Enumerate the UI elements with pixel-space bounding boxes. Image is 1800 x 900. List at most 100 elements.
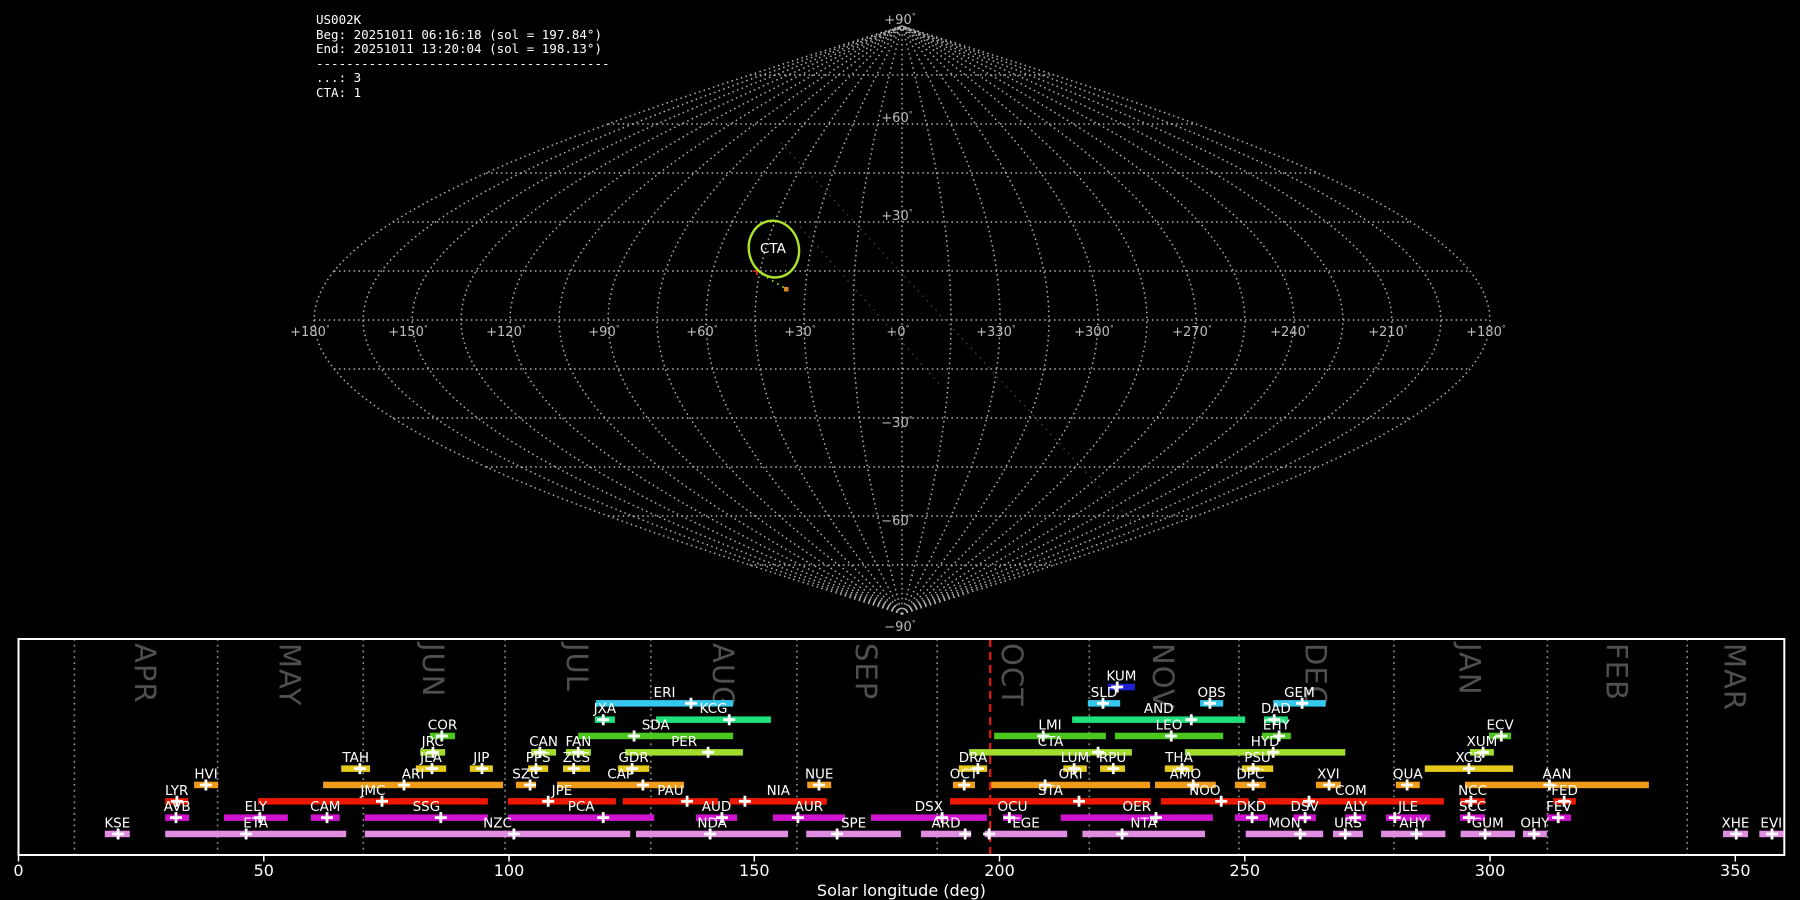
shower-label: THA [1164, 750, 1193, 766]
shower-label: EHY [1263, 718, 1291, 734]
shower-label: LEO [1156, 718, 1183, 734]
shower-JXA: JXA [593, 701, 617, 726]
observation-summary: US002K Beg: 20251011 06:16:18 (sol = 197… [316, 12, 610, 100]
shower-label: ARD [931, 816, 960, 832]
shower-label: OBS [1197, 685, 1225, 701]
shower-bar [921, 830, 971, 838]
peak-marker [170, 812, 182, 824]
peak-marker [199, 779, 212, 791]
peak-marker [1116, 828, 1129, 840]
shower-COR: COR [428, 718, 457, 742]
shower-HVI: HVI [194, 767, 219, 791]
map-meridian [901, 25, 952, 615]
shower-bar [257, 798, 488, 805]
shower-LMI: LMI [994, 718, 1106, 742]
shower-EHY: EHY [1261, 718, 1291, 742]
map-meridian [754, 25, 903, 615]
shower-bar [984, 830, 1068, 838]
shower-JMC: JMC [257, 783, 488, 807]
shower-RPU: RPU [1099, 750, 1126, 775]
peak-marker [983, 828, 996, 840]
peak-marker [1273, 730, 1286, 742]
peak-marker [1477, 746, 1490, 758]
shower-DSV: DSV [1290, 799, 1319, 824]
shower-PSU: PSU [1241, 750, 1274, 775]
shower-bar [165, 830, 347, 838]
peak-marker [427, 746, 439, 758]
peak-marker [507, 828, 520, 840]
shower-label: KCG [699, 701, 727, 717]
shower-label: AND [1144, 701, 1174, 717]
shower-bar [622, 798, 718, 805]
shower-MON: MON [1245, 816, 1324, 840]
shower-AAN: AAN [1465, 767, 1649, 791]
shower-DSX: DSX [871, 799, 987, 824]
shower-label: KSE [104, 816, 130, 832]
shower-XUM: XUM [1467, 734, 1497, 758]
shower-QUA: QUA [1393, 767, 1424, 791]
peak-marker [240, 828, 253, 840]
shower-bar [557, 781, 685, 789]
peak-marker [1388, 812, 1401, 824]
shower-label: NUE [805, 767, 834, 783]
shower-OBS: OBS [1197, 685, 1226, 709]
shower-JPE: JPE [508, 783, 616, 807]
shower-CAM: CAM [310, 799, 340, 824]
peak-marker [1215, 795, 1228, 807]
shower-label: FED [1551, 783, 1578, 799]
peak-marker [1462, 812, 1475, 824]
peak-marker [1092, 746, 1105, 758]
shower-label: JLE [1397, 799, 1418, 815]
shower-XCB: XCB [1424, 750, 1514, 775]
peak-marker [1150, 812, 1162, 824]
shower-bar [969, 749, 1132, 756]
peak-marker [959, 828, 972, 840]
peak-marker [567, 763, 580, 775]
shower-label: AHY [1399, 816, 1427, 832]
shower-label: STA [1038, 783, 1064, 799]
shower-label: JMC [359, 783, 385, 799]
peak-marker [1003, 812, 1016, 824]
shower-label: NDA [697, 816, 727, 832]
peak-marker [636, 779, 649, 791]
shower-AUR: AUR [772, 799, 845, 824]
peak-marker [723, 714, 736, 726]
shower-label: NTA [1130, 816, 1157, 832]
shower-label: PSU [1244, 750, 1271, 766]
shower-label: OCU [998, 799, 1028, 815]
shower-label: FEV [1546, 799, 1572, 815]
shower-label: EVI [1760, 816, 1782, 832]
peak-marker [353, 763, 366, 775]
shower-label: SCC [1459, 799, 1486, 815]
shower-label: DSX [915, 799, 943, 815]
shower-label: ELY [245, 799, 268, 815]
peak-marker [1267, 746, 1280, 758]
shower-bar [578, 732, 734, 740]
shower-label: EGE [1012, 816, 1040, 832]
peak-marker [530, 763, 542, 775]
shower-OER: OER [1060, 799, 1213, 824]
shower-label: QUA [1393, 767, 1424, 783]
shower-bar [625, 749, 743, 756]
shower-ARI: ARI [323, 767, 504, 791]
map-meridian [901, 25, 1099, 615]
shower-label: MON [1268, 816, 1300, 832]
shower-label: LYR [165, 783, 188, 799]
map-meridian [852, 25, 903, 615]
shower-bar [364, 830, 631, 838]
peak-marker [1730, 828, 1743, 840]
shower-bar [871, 814, 987, 821]
peak-marker [936, 812, 949, 824]
peak-marker [628, 730, 641, 742]
shower-OCU: OCU [998, 799, 1028, 824]
peak-marker [1247, 779, 1260, 791]
shower-label: DKD [1237, 799, 1267, 815]
month-label: DEC [1298, 643, 1332, 707]
shower-ZCS: ZCS [563, 750, 590, 775]
shower-label: HYD [1251, 734, 1280, 750]
shower-HYD: HYD [1184, 734, 1346, 758]
shower-label: OCT [950, 767, 979, 783]
shower-JRC: JRC [420, 734, 446, 758]
